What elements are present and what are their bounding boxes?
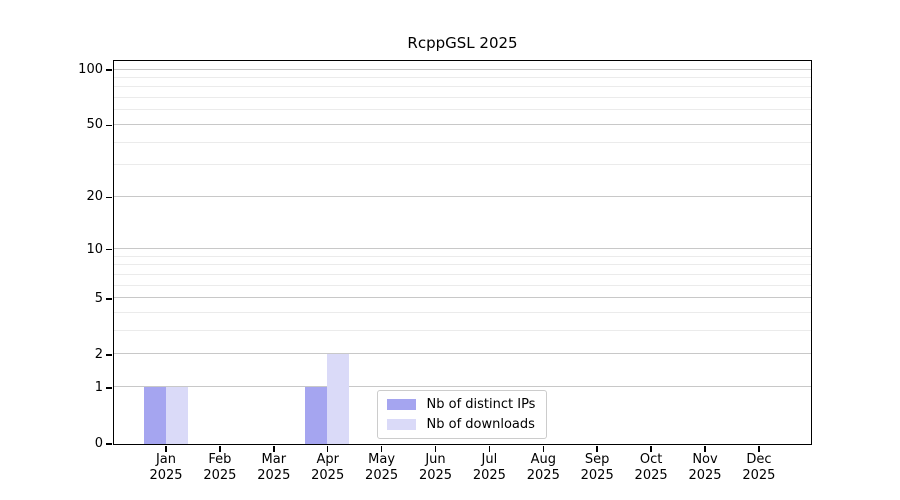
x-tick-label-line: 2025 [742,468,776,483]
major-gridline-20 [113,195,811,197]
y-tickmark-2 [106,354,112,356]
y-tickmark-50 [106,124,112,127]
x-tickmark-mar-2025 [273,445,275,452]
legend-swatch-downloads [386,418,416,430]
x-tick-label-line: Sep [584,452,610,467]
x-tick-label-line: 2025 [526,468,560,483]
x-tick-label-jun-2025: Jun 2025 [404,452,468,484]
x-tick-label-line: 2025 [688,468,722,483]
x-tick-label-line: Jul [481,452,498,467]
minor-gridline-60 [113,109,811,111]
x-tickmark-nov-2025 [704,445,706,452]
y-tickmark-1 [106,387,112,389]
x-tick-label-line: Jan [155,452,177,467]
legend-label: Nb of distinct IPs [426,396,536,412]
x-tickmark-sep-2025 [596,445,598,452]
x-tick-label-oct-2025: Oct 2025 [619,452,683,484]
y-tick-label-10: 10 [86,241,103,257]
chart-title: RcppGSL 2025 [407,34,518,52]
y-tick-label-1: 1 [94,379,103,395]
legend-label: Nb of downloads [426,416,535,432]
x-tickmark-feb-2025 [219,445,221,452]
x-tickmark-apr-2025 [326,445,329,452]
bar-nb-of-downloads-jan-2025 [165,387,188,444]
y-tick-label-20: 20 [86,189,103,205]
bar-nb-of-distinct-ips-apr-2025 [305,387,328,444]
legend: Nb of distinct IPs Nb of downloads [376,389,548,439]
x-tick-label-jan-2025: Jan 2025 [134,452,198,484]
x-tick-label-feb-2025: Feb 2025 [188,452,252,484]
y-tickmark-10 [106,248,112,251]
legend-entry-distinct-ips: Nb of distinct IPs [386,396,536,412]
minor-gridline-90 [113,76,811,78]
y-tick-label-100: 100 [78,61,103,77]
minor-gridline-3 [113,330,811,332]
x-tick-label-may-2025: May 2025 [350,452,414,484]
minor-gridline-80 [113,86,811,88]
x-tick-label-line: 2025 [634,468,668,483]
bar-nb-of-distinct-ips-jan-2025 [143,387,166,444]
minor-gridline-6 [113,284,811,286]
x-tick-label-line: Feb [208,452,232,467]
x-tick-label-line: Nov [692,452,718,467]
x-tick-label-line: Oct [639,452,663,467]
x-tick-label-apr-2025: Apr 2025 [296,452,360,484]
plot-area: Nb of distinct IPs Nb of downloads [112,59,812,445]
y-tick-label-50: 50 [86,117,103,133]
bar-nb-of-downloads-apr-2025 [327,354,350,444]
x-tick-label-line: 2025 [311,468,345,483]
y-tick-label-2: 2 [94,346,103,362]
x-tick-label-line: 2025 [203,468,237,483]
x-tickmark-aug-2025 [542,445,545,452]
x-tick-label-line: Apr [316,452,339,467]
x-tick-label-mar-2025: Mar 2025 [242,452,306,484]
x-tick-label-line: Dec [746,452,772,467]
major-gridline-1 [113,386,811,388]
minor-gridline-4 [113,312,811,314]
minor-gridline-30 [113,164,811,166]
minor-gridline-40 [113,141,811,143]
x-tick-label-line: May [368,452,396,467]
x-tick-label-line: 2025 [580,468,614,483]
y-tickmark-5 [106,298,112,300]
x-tick-label-line: Mar [261,452,287,467]
x-tickmark-oct-2025 [650,445,652,452]
major-gridline-100 [113,68,811,70]
major-gridline-50 [113,123,811,125]
x-tick-label-jul-2025: Jul 2025 [457,452,521,484]
x-tick-label-line: 2025 [472,468,506,483]
minor-gridline-9 [113,255,811,257]
minor-gridline-8 [113,264,811,266]
x-tickmark-may-2025 [380,445,383,452]
x-tick-label-dec-2025: Dec 2025 [727,452,791,484]
y-tick-label-5: 5 [94,290,103,306]
x-tick-label-line: 2025 [257,468,291,483]
y-tickmark-20 [106,196,112,199]
x-tick-label-line: 2025 [365,468,399,483]
x-tickmark-jun-2025 [434,445,437,452]
legend-entry-downloads: Nb of downloads [386,416,536,432]
x-tick-label-line: Jun [425,452,446,467]
legend-swatch-distinct-ips [386,398,416,410]
minor-gridline-70 [113,97,811,99]
y-tickmark-100 [106,69,112,71]
x-tickmark-dec-2025 [758,445,760,452]
x-tick-label-line: 2025 [149,468,183,483]
x-tick-label-sep-2025: Sep 2025 [565,452,629,484]
x-tickmark-jul-2025 [488,445,491,452]
x-tick-label-aug-2025: Aug 2025 [511,452,575,484]
major-gridline-2 [113,353,811,355]
minor-gridline-7 [113,273,811,275]
y-tick-label-0: 0 [94,436,103,451]
x-tick-label-line: 2025 [418,468,453,483]
major-gridline-10 [113,248,811,250]
x-tick-label-nov-2025: Nov 2025 [673,452,737,484]
y-tickmark-0 [106,443,112,445]
x-tickmark-jan-2025 [165,445,167,452]
major-gridline-5 [113,297,811,299]
x-tick-label-line: Aug [530,452,556,467]
